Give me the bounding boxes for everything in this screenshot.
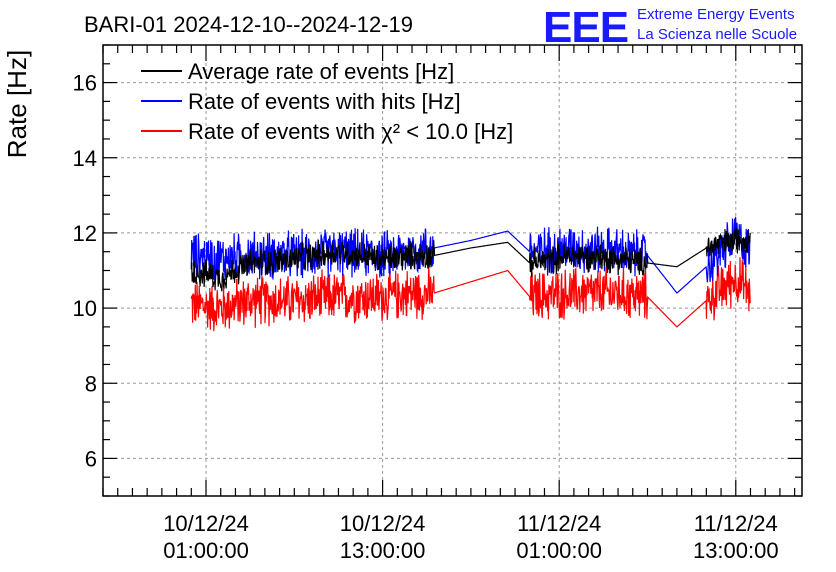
legend-entry-2: Rate of events with χ² < 10.0 [Hz]	[188, 119, 513, 144]
y-tick-label: 6	[85, 446, 97, 471]
axes: 681012141610/12/2401:00:0010/12/2413:00:…	[73, 44, 803, 563]
y-tick-label: 10	[73, 296, 97, 321]
x-tick-date-label: 10/12/24	[340, 511, 426, 536]
logo-line-2: La Scienza nelle Scuole	[637, 26, 797, 43]
series-line-2	[190, 257, 751, 332]
x-tick-date-label: 11/12/24	[517, 511, 601, 536]
series-line-0	[190, 227, 751, 292]
x-tick-time-label: 13:00:00	[693, 538, 779, 563]
logo-line-1: Extreme Energy Events	[637, 6, 795, 23]
x-tick-date-label: 11/12/24	[694, 511, 778, 536]
legend-entry-1: Rate of events with hits [Hz]	[188, 89, 461, 114]
y-tick-label: 16	[73, 71, 97, 96]
legend: Average rate of events [Hz] Rate of event…	[141, 59, 513, 144]
legend-entry-0: Average rate of events [Hz]	[188, 59, 454, 84]
x-tick-time-label: 13:00:00	[340, 538, 426, 563]
x-tick-date-label: 10/12/24	[163, 511, 249, 536]
y-tick-label: 12	[73, 221, 97, 246]
y-axis-label: Rate [Hz]	[2, 50, 32, 158]
series-layer	[190, 216, 751, 332]
y-tick-label: 14	[73, 146, 97, 171]
y-tick-label: 8	[85, 371, 97, 396]
eee-logo: EEE	[543, 3, 628, 52]
chart-title: BARI-01 2024-12-10--2024-12-19	[84, 12, 413, 37]
x-tick-time-label: 01:00:00	[163, 538, 249, 563]
series-line-1	[190, 216, 751, 294]
x-tick-time-label: 01:00:00	[516, 538, 602, 563]
